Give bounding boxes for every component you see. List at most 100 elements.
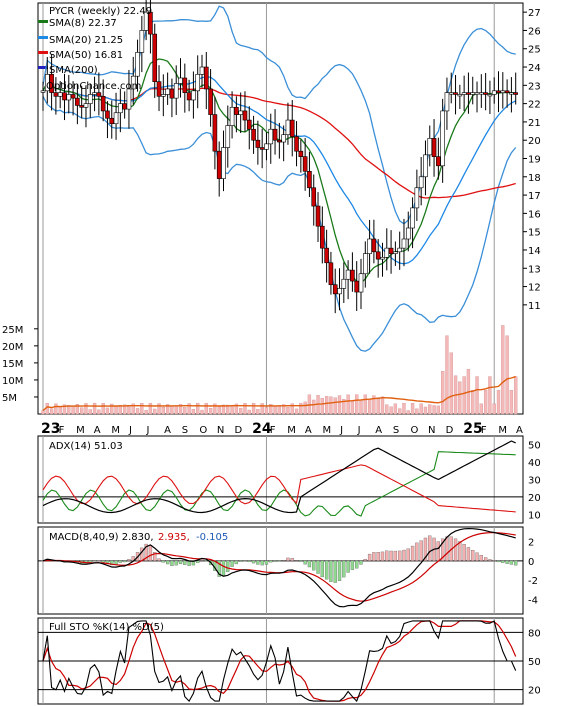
volume-bar [101,403,105,415]
macd-histogram-bar [165,560,170,565]
ticker-label: PYCR (weekly) 22.49 [49,6,152,17]
candle-body [264,143,269,150]
price-ytick-label: 17 [528,191,541,202]
volume-bar [183,407,187,415]
volume-bar [492,403,496,415]
panel-frame-price [37,2,524,415]
volume-bar [226,404,230,415]
volume-bar [372,395,376,415]
candle-body [195,74,201,92]
legend-swatch [38,66,48,69]
volume-bar [505,335,509,415]
macd-histogram-bar [251,560,256,564]
candle-body [324,247,329,264]
macd-histogram-bar [88,560,92,563]
candle-body [444,92,450,112]
macd-histogram-bar [230,560,234,567]
bollinger-upper [42,5,516,225]
macd-histogram-bar [393,550,398,561]
volume-bar [144,410,148,415]
macd-histogram-bar [367,553,372,561]
candle-body [367,238,372,254]
macd-histogram-bar [501,560,505,563]
volume-bar [217,406,221,415]
volume-bar [191,409,196,415]
price-ytick-label: 11 [528,301,541,312]
vol-ytick-label: 10M [2,376,23,387]
candle-body [75,97,80,106]
macd-histogram-bar [118,560,123,563]
candle-body [139,30,145,53]
sma200-label: SMA(200) [49,65,98,76]
volume-bar [62,404,67,415]
x-tick-label: 24 [252,421,272,437]
volume-bar [204,403,208,415]
price-ytick-label: 22 [528,100,541,111]
candle-body [169,88,175,99]
macd-histogram-bar [101,560,105,563]
volume-bar [213,403,217,415]
candle-body [307,171,312,189]
candle-body [418,176,424,189]
candle-body [225,125,231,148]
volume-bar [440,371,445,415]
volume-bar [80,407,84,415]
candle-body [509,92,514,95]
macd-hist-label: -0.105 [196,532,228,543]
x-tick-label: O [410,425,418,436]
candle-body [504,90,510,93]
macd-histogram-bar [329,560,333,582]
price-ytick-label: 18 [528,173,541,184]
candle-body [500,90,506,93]
volume-bar [359,400,363,415]
candle-body [161,94,166,97]
volume-bar [346,394,350,415]
macd-histogram-bar [406,548,410,561]
sto-k-line [42,620,517,703]
candle-body [165,88,170,95]
candle-body [354,280,360,293]
macd-histogram-bar [247,560,251,562]
macd-histogram-bar [178,560,183,565]
candle-body [384,247,390,258]
vol-ytick-label: 20M [2,342,23,353]
candle-body [272,128,278,141]
macd-histogram-bar [385,550,389,561]
volume-bar [320,398,324,415]
volume-bar [273,405,277,415]
macd-ytick-label: 0 [528,557,534,568]
macd-histogram-bar [337,560,342,581]
volume-bar [165,404,170,415]
x-tick-label: J [339,425,343,436]
macd-histogram-bar [153,552,157,561]
adx-label: ADX(14) 51.03 [49,441,123,452]
macd-histogram-bar [423,537,428,561]
volume-bar [458,381,462,415]
candle-body [479,92,484,95]
legend-swatch [38,36,48,39]
minus-di-line [42,464,516,513]
sto-ytick-label: 50 [528,657,541,668]
candle-body [66,94,72,101]
volume-bar [355,394,359,415]
volume-bar [153,408,157,415]
candle-body [496,90,501,93]
candle-body [315,205,321,227]
candle-body [156,81,162,97]
candle-body [105,110,110,119]
candle-body [427,138,433,156]
macd-histogram-bar [440,538,445,561]
volume-bar [509,389,514,415]
candle-body [268,128,274,145]
macd-histogram-bar [114,560,118,565]
adx-ytick-label: 20 [528,493,541,504]
macd-histogram-bar [436,541,441,561]
candle-body [49,74,54,93]
candle-body [345,269,351,280]
volume-bar [324,396,329,415]
candle-body [173,83,179,99]
volume-bar [208,408,213,415]
macd-ytick-label: -4 [528,596,538,607]
vol-ytick-label: 5M [2,393,17,404]
candle-body [238,110,243,115]
